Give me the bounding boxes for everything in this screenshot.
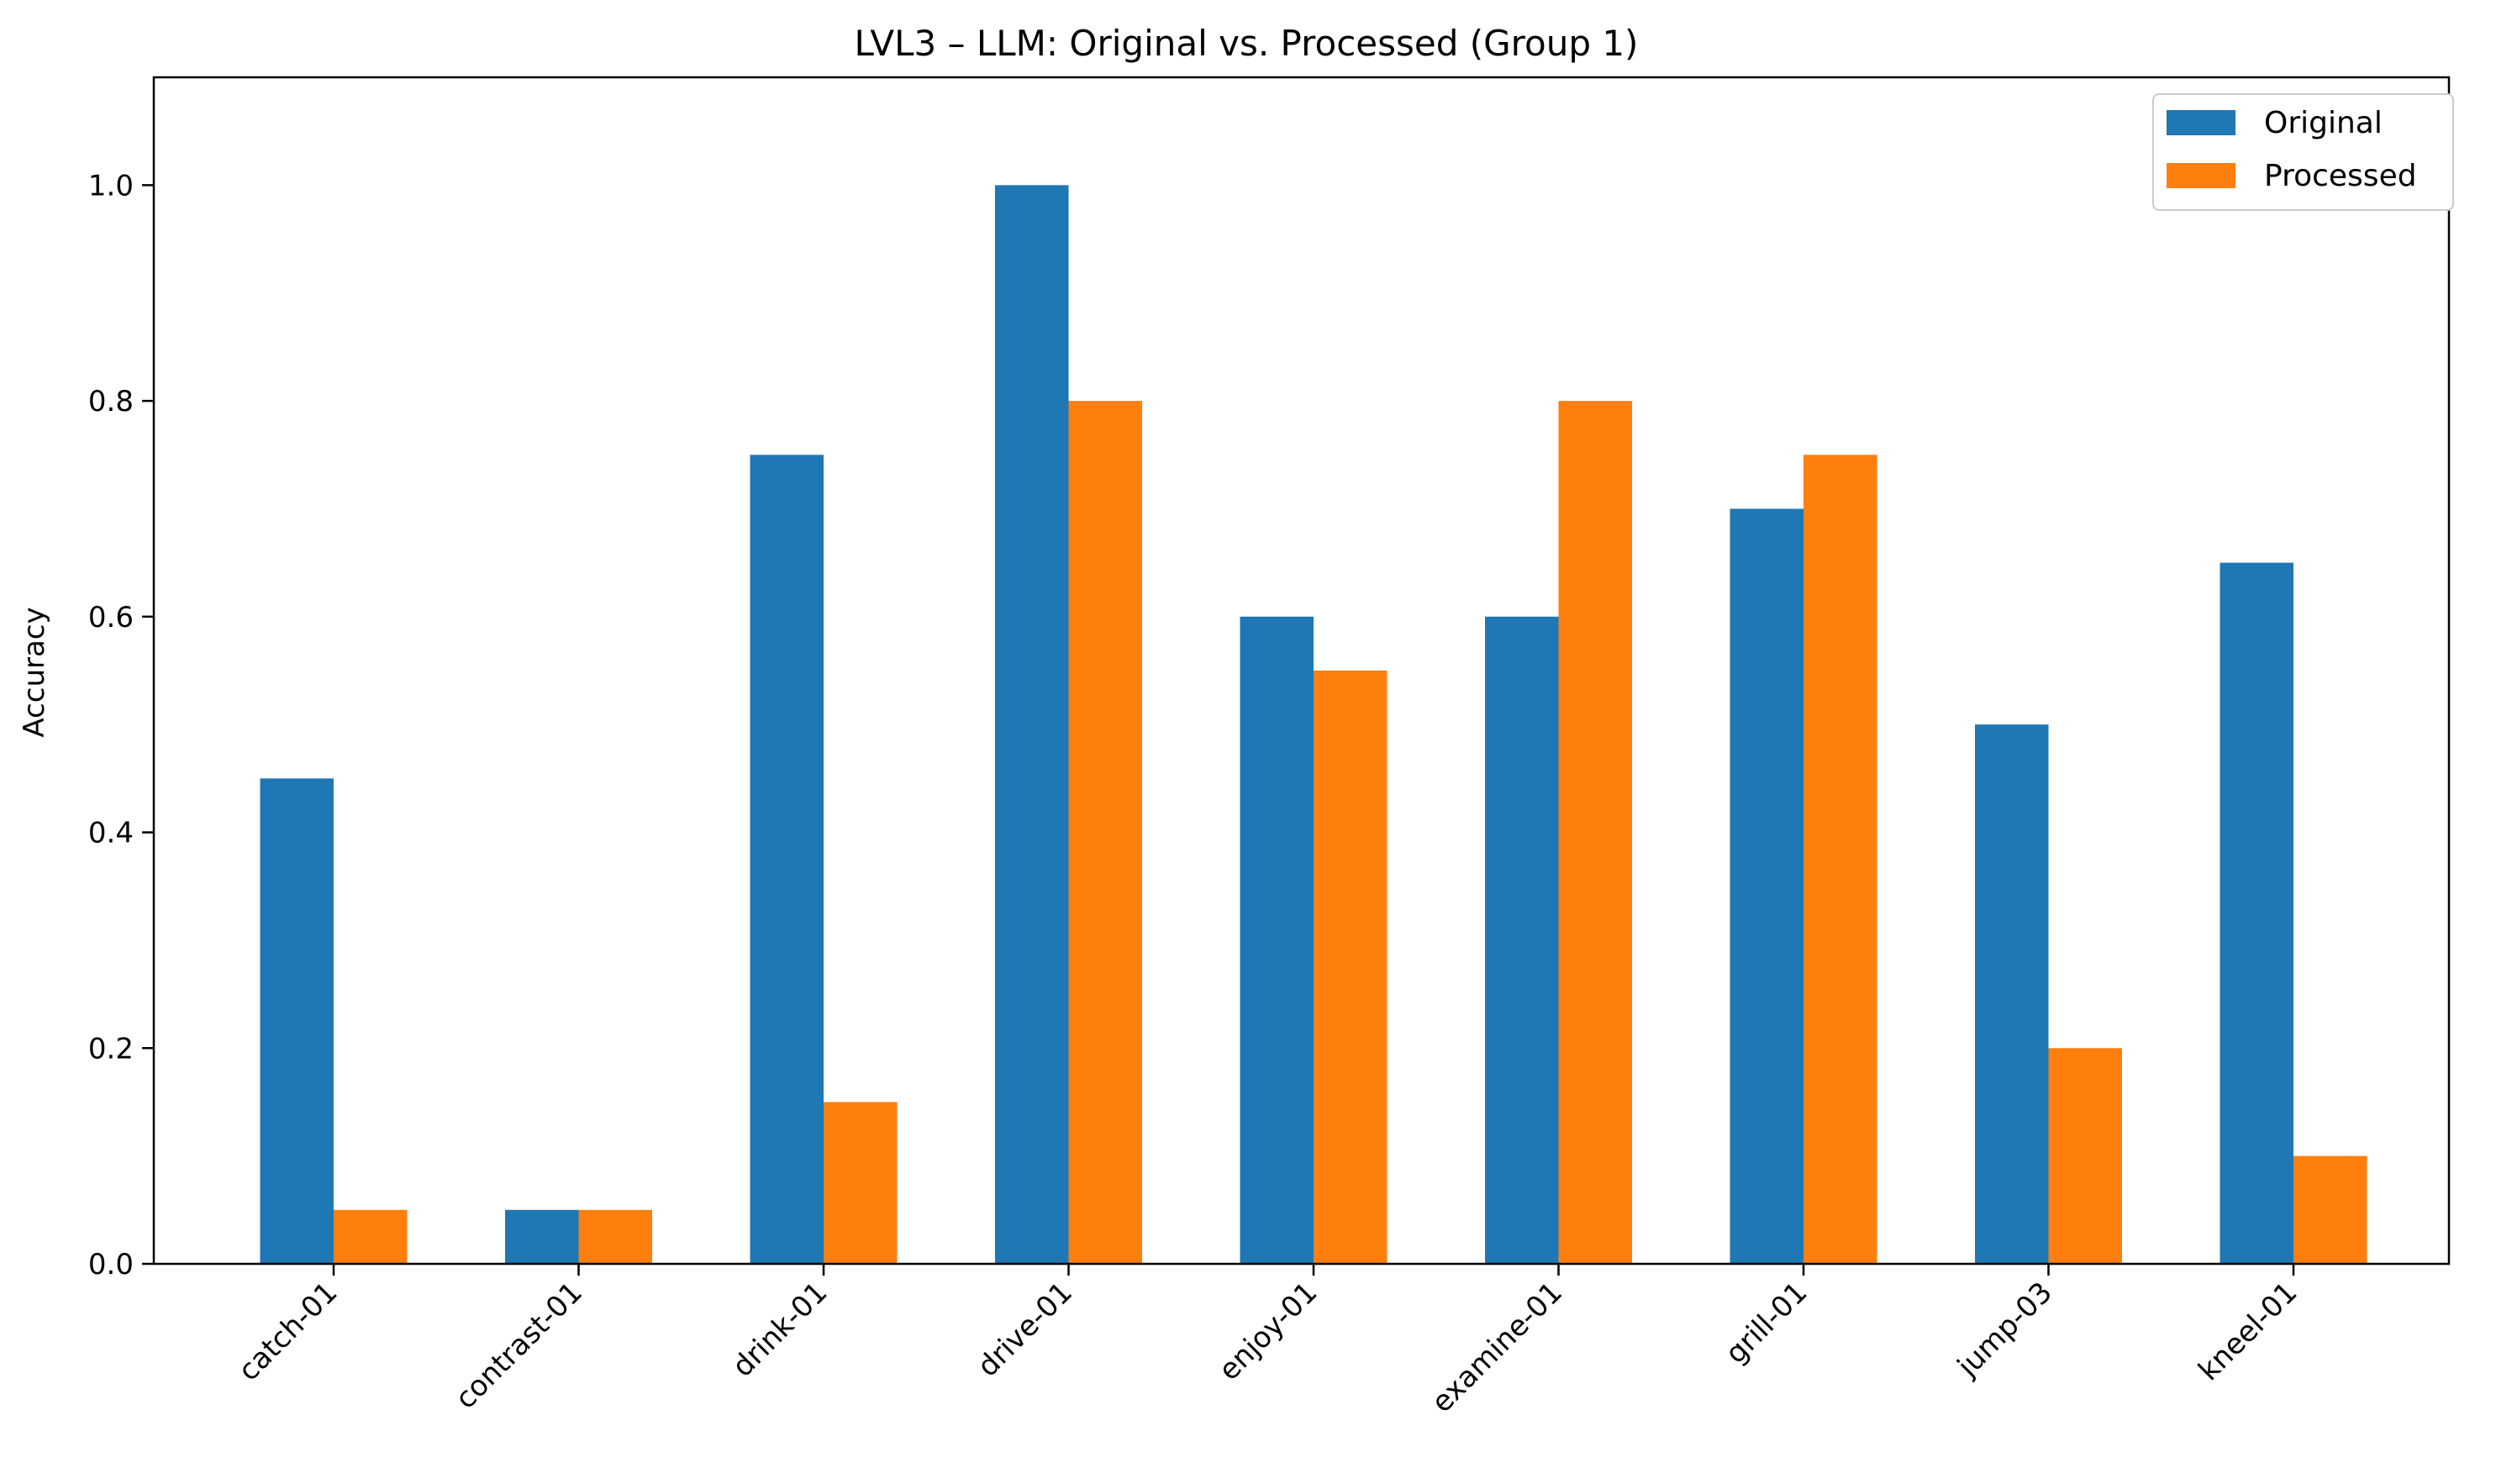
y-tick-label: 0.6: [88, 601, 134, 634]
x-tick-label: enjoy-01: [1213, 1276, 1324, 1387]
legend-label-original: Original: [2264, 106, 2383, 140]
bar-processed-kneel-01: [2293, 1155, 2367, 1264]
x-tick-label: drive-01: [971, 1276, 1078, 1383]
x-tick-label: examine-01: [1425, 1276, 1569, 1419]
y-tick-label: 0.0: [88, 1248, 134, 1281]
y-tick-label: 0.4: [88, 817, 134, 850]
bar-processed-drink-01: [824, 1102, 898, 1264]
bar-original-contrast-01: [505, 1209, 579, 1264]
chart-title: LVL3 – LLM: Original vs. Processed (Grou…: [855, 23, 1639, 64]
legend-label-processed: Processed: [2264, 159, 2417, 193]
x-tick-label: grill-01: [1719, 1276, 1814, 1371]
y-tick-label: 1.0: [88, 169, 134, 203]
bar-processed-examine-01: [1558, 401, 1632, 1264]
y-tick-label: 0.8: [88, 385, 134, 418]
plot-area: [260, 185, 2367, 1264]
bar-processed-drive-01: [1068, 401, 1142, 1264]
bar-original-enjoy-01: [1240, 616, 1314, 1264]
y-tick-label: 0.2: [88, 1032, 134, 1066]
x-tick-label: jump-03: [1951, 1276, 2059, 1384]
bar-processed-grill-01: [1804, 455, 1877, 1264]
legend-swatch-original: [2167, 110, 2235, 135]
legend: Original Processed: [2152, 93, 2454, 211]
bar-original-catch-01: [260, 778, 334, 1264]
x-tick-label: kneel-01: [2192, 1276, 2304, 1387]
bar-original-examine-01: [1485, 616, 1559, 1264]
x-tick-label: contrast-01: [449, 1276, 589, 1416]
legend-swatch-processed: [2167, 163, 2235, 188]
bar-processed-catch-01: [334, 1209, 408, 1264]
y-axis-label: Accuracy: [18, 607, 51, 737]
bar-processed-jump-03: [2048, 1048, 2122, 1264]
bar-original-drive-01: [995, 185, 1069, 1264]
bar-original-drink-01: [750, 455, 824, 1264]
bar-original-jump-03: [1975, 724, 2049, 1264]
bar-original-grill-01: [1730, 508, 1804, 1264]
x-tick-label: drink-01: [726, 1276, 835, 1384]
bar-processed-enjoy-01: [1314, 671, 1388, 1264]
bar-original-kneel-01: [2220, 562, 2293, 1264]
plot-frame: [152, 76, 2451, 1266]
bar-processed-contrast-01: [578, 1209, 652, 1264]
y-axis: 0.0 0.2 0.4 0.6 0.8 1.0: [88, 169, 154, 1281]
x-tick-label: catch-01: [232, 1276, 344, 1387]
x-axis: catch-01 contrast-01 drink-01 drive-01 enjoy…: [232, 1264, 2304, 1419]
